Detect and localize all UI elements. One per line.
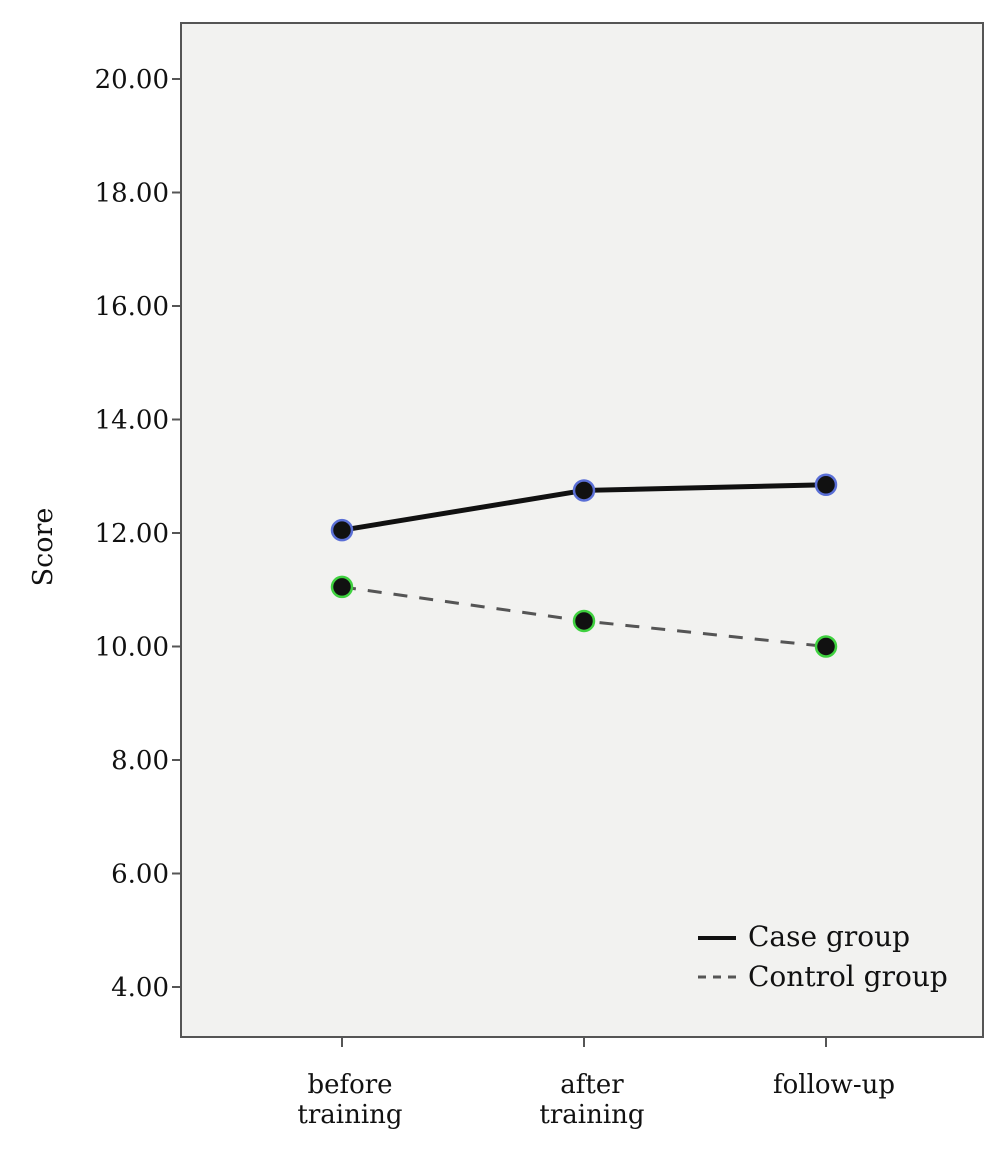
legend: Case group Control group [698,920,948,993]
y-axis-title: Score [28,508,59,587]
data-point-control-group [330,575,354,599]
x-tick-label: follow-up [773,1070,895,1100]
y-tick-label: 12.00 [95,519,169,549]
legend-label-case-group: Case group [748,920,910,953]
x-tick-label: after [560,1070,624,1100]
data-point-case-group [330,518,354,542]
y-tick-label: 8.00 [111,746,169,776]
y-tick-label: 14.00 [95,406,169,436]
y-tick-label: 20.00 [95,65,169,95]
data-point-case-group [572,479,596,502]
series-layer [330,473,838,658]
x-tick-label: training [297,1100,402,1130]
legend-label-control-group: Control group [748,960,948,993]
data-point-control-group [572,609,596,633]
x-tick-label: before [307,1070,392,1100]
x-tick-label: training [539,1100,644,1130]
y-axis-ticks: 4.00 6.00 8.00 10.00 12.00 14.00 16.00 18.00 20.… [95,65,181,1003]
plot-area [180,22,984,1038]
y-tick-label: 6.00 [111,860,169,890]
y-tick-label: 16.00 [95,292,169,322]
y-tick-label: 18.00 [95,179,169,209]
y-tick-label: 4.00 [111,973,169,1003]
data-point-control-group [814,635,838,658]
y-tick-label: 10.00 [95,633,169,663]
data-point-case-group [814,473,838,497]
